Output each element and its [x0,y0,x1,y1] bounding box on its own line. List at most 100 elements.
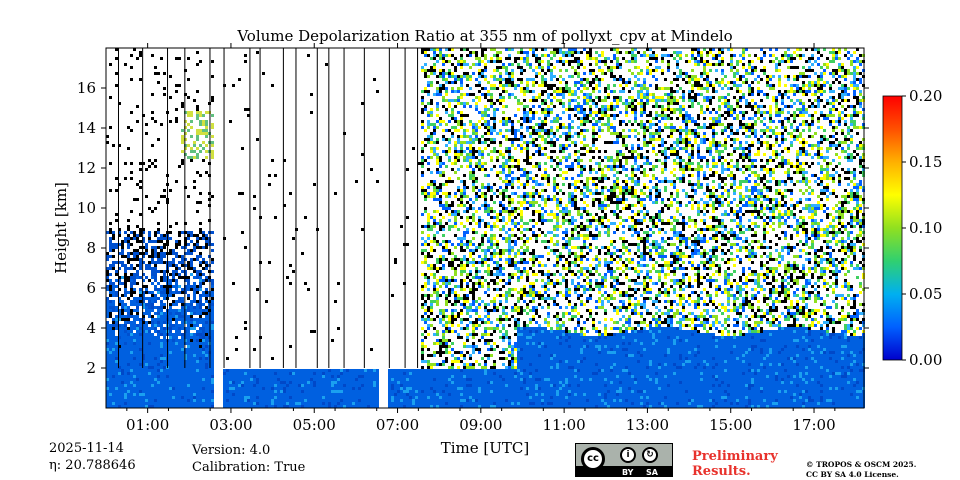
heatmap-cell [460,327,463,330]
heatmap-cell [424,207,427,210]
heatmap-cell [451,180,454,183]
heatmap-cell [448,399,451,402]
heatmap-cell [142,300,145,303]
heatmap-cell [424,360,427,363]
heatmap-cell [457,378,460,381]
heatmap-cell [118,243,121,246]
heatmap-cell [256,369,259,372]
heatmap-cell [457,369,460,372]
heatmap-cell [451,360,454,363]
heatmap-cell [184,387,187,390]
heatmap-cell [436,396,439,399]
heatmap-cell [496,189,499,192]
heatmap-cell [136,237,139,240]
heatmap-cell [190,405,193,408]
heatmap-cell [193,300,196,303]
heatmap-cell [262,381,265,384]
heatmap-cell [469,201,472,204]
heatmap-cell [445,303,448,306]
heatmap-cell [466,324,469,327]
heatmap-cell [490,243,493,246]
heatmap-cell [493,48,496,51]
heatmap-cell [133,267,136,270]
heatmap-cell [172,375,175,378]
heatmap-cell [337,399,340,402]
heatmap-cell [457,138,460,141]
heatmap-cell [433,300,436,303]
heatmap-cell [211,351,214,354]
heatmap-cell [139,324,142,327]
heatmap-cell [442,138,445,141]
heatmap-cell [478,243,481,246]
heatmap-cell [424,330,427,333]
heatmap-cell [199,366,202,369]
heatmap-cell [445,243,448,246]
heatmap-cell [205,135,208,138]
heatmap-cell [121,312,124,315]
heatmap-cell [205,357,208,360]
heatmap-cell [424,258,427,261]
heatmap-cell [424,276,427,279]
heatmap-cell [205,390,208,393]
heatmap-cell [439,393,442,396]
heatmap-cell [163,345,166,348]
heatmap-cell [190,261,193,264]
heatmap-cell [475,345,478,348]
heatmap-cell [133,396,136,399]
heatmap-cell [175,366,178,369]
heatmap-cell [358,402,361,405]
heatmap-cell [334,393,337,396]
heatmap-cell [139,291,142,294]
heatmap-cell [292,387,295,390]
heatmap-cell [142,294,145,297]
heatmap-cell [499,168,502,171]
heatmap-cell [196,273,199,276]
heatmap-cell [184,390,187,393]
heatmap-cell [463,60,466,63]
heatmap-cell [388,381,391,384]
heatmap-cell [115,279,118,282]
heatmap-cell [481,66,484,69]
heatmap-cell [484,369,487,372]
heatmap-cell [187,372,190,375]
heatmap-cell [442,279,445,282]
heatmap-cell [466,81,469,84]
heatmap-cell [154,345,157,348]
heatmap-cell [478,258,481,261]
heatmap-cell [196,210,199,213]
heatmap-cell [451,375,454,378]
heatmap-cell [136,390,139,393]
heatmap-cell [124,288,127,291]
heatmap-cell [454,384,457,387]
heatmap-cell [412,399,415,402]
heatmap-cell [496,249,499,252]
heatmap-cell [391,405,394,408]
heatmap-cell [151,381,154,384]
heatmap-cell [418,393,421,396]
heatmap-cell [118,234,121,237]
heatmap-cell [154,324,157,327]
heatmap-cell [424,72,427,75]
heatmap-cell [154,165,157,168]
heatmap-cell [421,108,424,111]
heatmap-cell [187,297,190,300]
heatmap-cell [436,81,439,84]
heatmap-cell [334,387,337,390]
heatmap-cell [226,402,229,405]
heatmap-cell [268,399,271,402]
heatmap-cell [466,240,469,243]
heatmap-cell [196,258,199,261]
heatmap-cell [433,372,436,375]
heatmap-cell [157,336,160,339]
heatmap-cell [430,126,433,129]
heatmap-cell [193,312,196,315]
heatmap-cell [136,303,139,306]
heatmap-cell [451,114,454,117]
heatmap-cell [493,375,496,378]
heatmap-cell [427,285,430,288]
heatmap-cell [199,345,202,348]
heatmap-cell [319,384,322,387]
heatmap-cell [460,279,463,282]
heatmap-cell [463,255,466,258]
heatmap-cell [460,288,463,291]
